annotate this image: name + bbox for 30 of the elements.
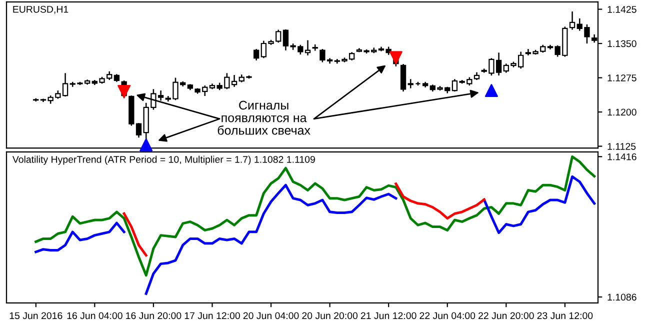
x-tick-label: 20 Jun 20:00 (302, 312, 358, 320)
point (118, 84, 131, 98)
y-tick-label: 1.1086 (608, 294, 636, 301)
y-tick-label: 1.1416 (608, 153, 636, 160)
candlestick (136, 122, 142, 138)
x-tick-label: 17 Jun 12:00 (184, 312, 240, 320)
y-tick-label: 1.1350 (608, 40, 636, 48)
chart-title: EURUSD,H1 (13, 6, 68, 14)
annotation: Сигналы появляются на больших свечах (218, 100, 310, 135)
point (389, 51, 402, 64)
x-tick-label: 21 Jun 12:00 (360, 312, 416, 320)
x-tick-label: 16 Jun 04:00 (67, 312, 122, 320)
chart-title: Volatility HyperTrend (ATR Period = 10, Multiplier = 1.7) 1.1082 1.1109 (12, 156, 315, 165)
x-tick-label: 22 Jun 04:00 (420, 312, 476, 320)
candlestick (400, 63, 406, 92)
y-tick-label: 1.1200 (608, 108, 636, 116)
y-tick-label: 1.1125 (608, 142, 636, 150)
y-tick-label: 1.1275 (608, 74, 636, 82)
candlestick (569, 10, 576, 30)
x-tick-label: 23 Jun 12:00 (537, 312, 593, 320)
candlestick (253, 48, 260, 62)
x-tick-label: 15 Jun 2016 (10, 312, 62, 320)
x-tick-label: 16 Jun 20:00 (126, 312, 182, 320)
point (484, 84, 498, 98)
point (140, 138, 153, 152)
x-tick-label: 20 Jun 04:00 (243, 312, 299, 320)
candlestick (304, 40, 311, 56)
candlestick (408, 78, 414, 89)
x-tick-label: 22 Jun 20:00 (478, 312, 534, 320)
y-tick-label: 1.1425 (608, 6, 636, 13)
